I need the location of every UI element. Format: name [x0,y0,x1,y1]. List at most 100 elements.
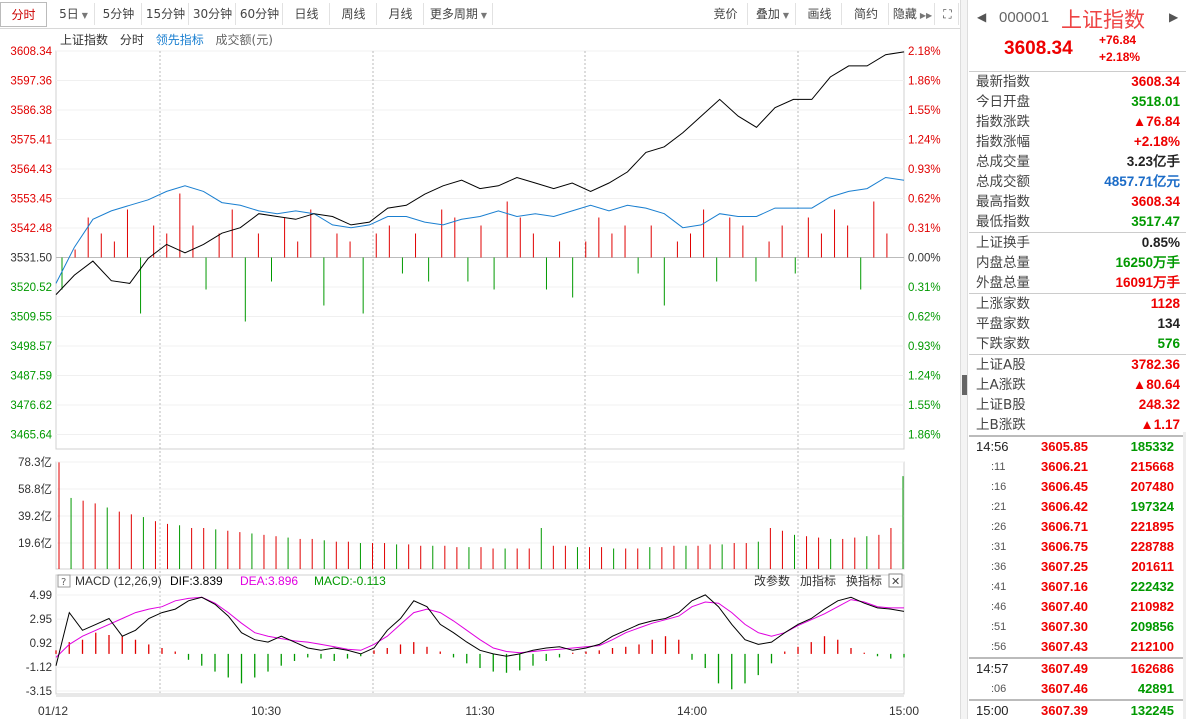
tick-time: :46 [991,601,1007,613]
stat-label: 外盘总量 [976,275,1030,291]
tick-row: :06 3607.46 42891 [969,679,1186,699]
period-tab-1[interactable]: 5日 ▼ [53,3,95,25]
stat-label: 指数涨幅 [976,134,1030,150]
period-tab-label: 30分钟 [192,7,233,21]
macd-action-2[interactable]: 换指标 [846,573,882,588]
macd-dea-value: DEA:3.896 [240,574,298,588]
tool-button-2[interactable]: 画线 [798,3,842,25]
next-stock-icon[interactable]: ▶ [1169,10,1179,24]
period-tab-3[interactable]: 15分钟 [143,3,189,25]
stat-row: 上A涨跌 ▲80.64 [969,375,1186,395]
macd-action-1[interactable]: 加指标 [800,573,836,588]
period-tab-4[interactable]: 30分钟 [190,3,236,25]
chart-svg[interactable]: 3608.34 2.18% 3597.36 1.86% 3586.38 1.55% 3575… [0,29,960,719]
divider [969,657,1186,659]
panel-divider[interactable] [960,0,968,719]
tick-time: :16 [991,481,1007,493]
period-tab-label: 60分钟 [239,7,280,21]
macd-axis-label: -3.15 [26,686,52,698]
tool-button-0[interactable]: 竞价 [704,3,748,25]
price-change: +76.84 [1099,33,1137,47]
tick-row: :51 3607.30 209856 [969,617,1186,637]
price-axis-label: 3608.34 [10,46,52,58]
tool-button-5[interactable]: ⛶ [937,3,959,25]
stat-label: 上A涨跌 [976,377,1026,393]
macd-title: MACD (12,26,9) [75,574,162,588]
stat-value: 3517.47 [1131,214,1180,229]
tick-scrollbar[interactable] [1183,432,1186,719]
tool-button-3[interactable]: 简约 [844,3,889,25]
tick-time: 14:57 [976,661,1009,676]
period-tab-2[interactable]: 5分钟 [96,3,142,25]
stat-value: ▲1.17 [1140,417,1180,432]
tick-price: 3607.16 [1041,579,1088,594]
tick-price: 3607.43 [1041,639,1088,654]
tick-price: 3607.30 [1041,619,1088,634]
price-axis-label: 3542.48 [10,223,52,235]
period-tab-6[interactable]: 日线 [284,3,330,25]
price-change-pct: +2.18% [1099,50,1141,64]
pct-axis-label: 0.62% [908,312,941,324]
tool-button-label: 叠加 [755,7,780,21]
volume-axis-label: 19.6亿 [18,537,52,550]
chart-legend: 上证指数 分时 领先指标 成交额(元) [60,31,281,48]
period-tab-7[interactable]: 周线 [331,3,377,25]
period-tab-5[interactable]: 60分钟 [237,3,283,25]
time-axis-label: 10:30 [251,704,281,718]
tick-price: 3607.39 [1041,703,1088,718]
tool-button-1[interactable]: 叠加 ▼ [750,3,796,25]
stat-row: 最新指数 3608.34 [969,72,1186,92]
chart-area: 3608.34 2.18% 3597.36 1.86% 3586.38 1.55% 3575… [0,29,960,719]
period-tab-8[interactable]: 月线 [378,3,424,25]
pct-axis-label: 1.86% [908,76,941,88]
stat-row: 指数涨跌 ▲76.84 [969,112,1186,132]
period-tab-0[interactable]: 分时 [0,2,47,27]
stat-value: 3608.34 [1131,194,1180,209]
stat-label: 最低指数 [976,214,1030,230]
tick-row: 14:57 3607.49 162686 [969,659,1186,679]
close-icon[interactable] [888,573,903,588]
price-axis-label: 3553.45 [10,194,52,206]
tick-price: 3606.45 [1041,479,1088,494]
stat-row: 上证A股 3782.36 [969,355,1186,375]
macd-value: MACD:-0.113 [314,574,386,588]
stat-value: 248.32 [1138,397,1180,412]
tick-time: :06 [991,683,1007,695]
volume-axis-label: 58.8亿 [18,483,52,496]
period-tab-9[interactable]: 更多周期 ▼ [425,3,493,25]
pct-axis-label: 1.55% [908,105,941,117]
divider [969,232,1186,233]
stat-label: 内盘总量 [976,255,1030,271]
pct-axis-label: 1.24% [908,371,941,383]
tool-button-4[interactable]: 隐藏 ▶▶ [891,3,935,25]
tick-row: 15:00 3607.39 132245 [969,701,1186,719]
price-axis-label: 3465.64 [10,430,52,442]
stat-row: 外盘总量 16091万手 [969,273,1186,293]
collapse-handle-icon[interactable] [962,375,967,395]
tick-volume: 185332 [1130,439,1174,454]
stat-row: 最低指数 3517.47 [969,212,1186,232]
stat-label: 上证B股 [976,397,1026,413]
stat-value: 0.85% [1141,235,1180,250]
stat-value: +2.18% [1133,134,1180,149]
macd-dif-value: DIF:3.839 [170,574,223,588]
stat-value: 134 [1157,316,1180,331]
pct-axis-label: 0.31% [908,223,941,235]
stat-label: 上涨家数 [976,296,1030,312]
stat-label: 总成交量 [976,154,1030,170]
tick-time: :21 [991,501,1007,513]
divider [969,293,1186,294]
tick-time: 15:00 [976,703,1009,718]
macd-action-0[interactable]: 改参数 [754,573,790,588]
legend-leading-indicator[interactable]: 领先指标 [155,33,204,47]
prev-stock-icon[interactable]: ◀ [977,10,987,24]
stat-label: 上证换手 [976,235,1030,251]
period-tab-label: 更多周期 [429,7,478,21]
stat-value: 3.23亿手 [1126,154,1180,169]
stat-value: 4857.71亿元 [1104,174,1180,189]
macd-axis-label: 2.95 [30,614,52,626]
tick-time: :11 [991,461,1006,473]
pct-axis-label: 0.62% [908,194,941,206]
caret-down-icon: ▼ [782,11,790,20]
period-toolbar: 分时 5日 ▼ 5分钟 15分钟 30分钟 60分钟 日线 周线 月线 更多周期 ▼ 竞价 叠加 ▼ 画线 简约… [0,0,960,29]
